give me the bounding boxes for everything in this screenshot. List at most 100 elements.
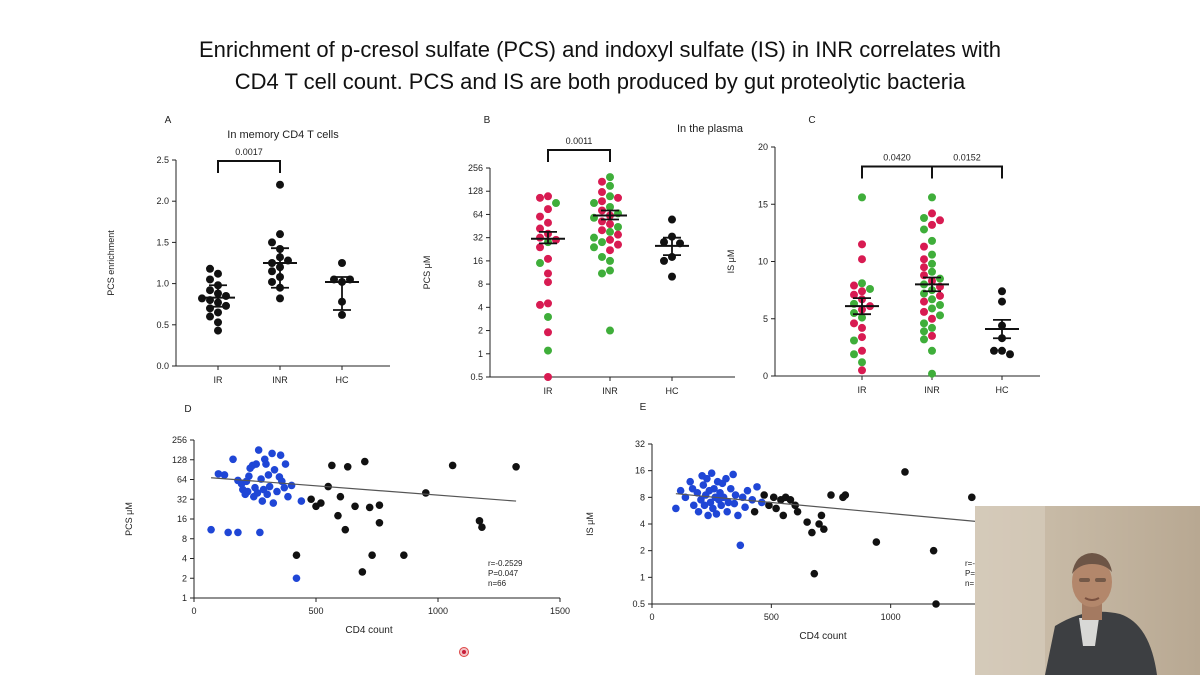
panel-b-point-ir [544, 312, 552, 321]
panel-c-point-inr [928, 346, 936, 355]
panel-b-point-ir [536, 224, 544, 233]
panel-c-point-inr [920, 255, 928, 264]
panel-d-point-blue [297, 497, 306, 505]
panel-e-point-blue [736, 541, 745, 550]
panel-d-point-blue [280, 483, 289, 492]
panel-d-point-blue [292, 574, 301, 583]
panel-a-point-hc [338, 259, 346, 267]
panel-a-label: A [165, 115, 172, 126]
panel-e-point-black [872, 538, 881, 546]
panel-b-title: In the plasma [677, 123, 744, 135]
slide-title: Enrichment of p-cresol sulfate (PCS) and… [0, 34, 1200, 98]
panel-a-point-ir [206, 312, 214, 321]
panel-e-x-tick-label: 1000 [881, 612, 901, 622]
panel-a-point-inr [268, 267, 276, 276]
panel-c-label: C [808, 115, 815, 126]
panel-c-point-ir [850, 309, 858, 318]
panel-a-point-ir [222, 291, 230, 300]
panel-e-point-black [968, 493, 976, 502]
panel-c-y-tick-label: 20 [758, 142, 768, 152]
panel-a-y-tick-label: 1.5 [156, 237, 169, 247]
panel-e-point-black [803, 518, 811, 526]
panel-d-point-black [422, 489, 430, 497]
panel-d-point-black [361, 457, 369, 466]
panel-c-point-inr [936, 291, 944, 300]
panel-c-point-ir [858, 313, 866, 322]
panel-d-point-black [400, 551, 408, 559]
panel-a-point-ir [214, 308, 222, 317]
panel-b-point-inr [606, 173, 614, 182]
panel-b-x-tick-label-hc: HC [666, 386, 679, 396]
panel-c-point-inr [936, 311, 944, 320]
panel-d-y-axis-label: PCS μM [124, 502, 134, 536]
panel-a-point-ir [214, 318, 222, 327]
panel-e-point-blue [672, 504, 680, 513]
panel-d-point-blue [224, 528, 232, 537]
panel-d-y-tick-label: 64 [177, 475, 187, 485]
panel-c-point-ir [850, 336, 858, 345]
panel-d-point-black [375, 519, 384, 527]
panel-b-point-hc [660, 238, 668, 247]
panel-c-p-value: 0.0152 [953, 152, 981, 162]
panel-e-point-black [815, 520, 823, 528]
panel-b-p-value: 0.0011 [566, 136, 593, 146]
panel-b-point-inr [606, 235, 614, 244]
panel-d-y-tick-label: 8 [182, 534, 187, 544]
panel-a-point-ir [206, 304, 214, 313]
panel-b-point-inr [606, 326, 614, 335]
panel-d-y-tick-label: 4 [182, 554, 187, 564]
panel-b-point-hc [660, 256, 668, 265]
panel-c-point-ir [850, 281, 858, 290]
panel-c-point-hc [990, 346, 998, 355]
panel-e-point-black [769, 493, 778, 502]
panel-e-point-blue [709, 504, 717, 513]
panel-e-point-black [901, 468, 909, 476]
panel-e-stat-2: n= [965, 579, 974, 588]
panel-b-point-ir [544, 373, 552, 381]
panel-d-point-black [307, 495, 315, 504]
panel-e-point-blue [706, 498, 715, 507]
panel-d-point-black [328, 461, 336, 470]
panel-d-y-tick-label: 128 [172, 455, 187, 465]
panel-e-y-tick-label: 1 [640, 572, 645, 582]
panel-d-point-blue [287, 481, 296, 490]
panel-d-point-blue [281, 460, 290, 468]
panel-d-point-blue [262, 460, 270, 468]
panel-e-point-blue [704, 511, 712, 520]
panel-b-point-inr [606, 220, 614, 229]
panel-d-point-blue [273, 487, 281, 496]
panel-d-point-black [341, 525, 350, 534]
panel-a-point-ir [214, 326, 222, 335]
panel-e-y-tick-label: 4 [640, 519, 645, 529]
panel-a-point-inr [276, 294, 284, 303]
panel-b-y-tick-label: 32 [473, 233, 483, 243]
panel-b-point-ir [536, 243, 544, 252]
slide-title-line-1: Enrichment of p-cresol sulfate (PCS) and… [198, 37, 1002, 62]
panel-d-point-blue [270, 465, 279, 474]
panel-c-point-inr [920, 307, 928, 316]
panel-c-x-tick-label-ir: IR [858, 385, 868, 395]
panel-e-point-black [750, 507, 759, 516]
panel-b-y-tick-label: 1 [478, 349, 483, 359]
panel-c-point-ir [858, 346, 866, 355]
panel-d-point-blue [243, 487, 252, 496]
panel-e-point-black [841, 491, 850, 499]
panel-b-label: B [484, 115, 491, 126]
webcam-video-overlay [975, 506, 1200, 675]
panel-d-stat-2: n=66 [488, 579, 507, 588]
panel-b-point-inr [598, 238, 606, 247]
panel-b-point-inr [606, 192, 614, 201]
panel-c-point-inr [936, 274, 944, 283]
panel-d-point-black [475, 517, 484, 525]
panel-e-point-blue [689, 501, 698, 510]
panel-c-y-tick-label: 15 [758, 199, 768, 209]
panel-e-point-black [760, 491, 768, 499]
panel-b-y-tick-label: 64 [473, 209, 483, 219]
panel-b-point-inr [590, 233, 598, 242]
panel-e-point-blue [676, 486, 685, 495]
panel-d-point-blue [268, 449, 276, 458]
panel-b-point-ir [544, 269, 552, 278]
panel-b-point-inr [598, 197, 606, 206]
panel-e-point-black [786, 496, 795, 504]
panel-b-point-inr [606, 246, 614, 255]
